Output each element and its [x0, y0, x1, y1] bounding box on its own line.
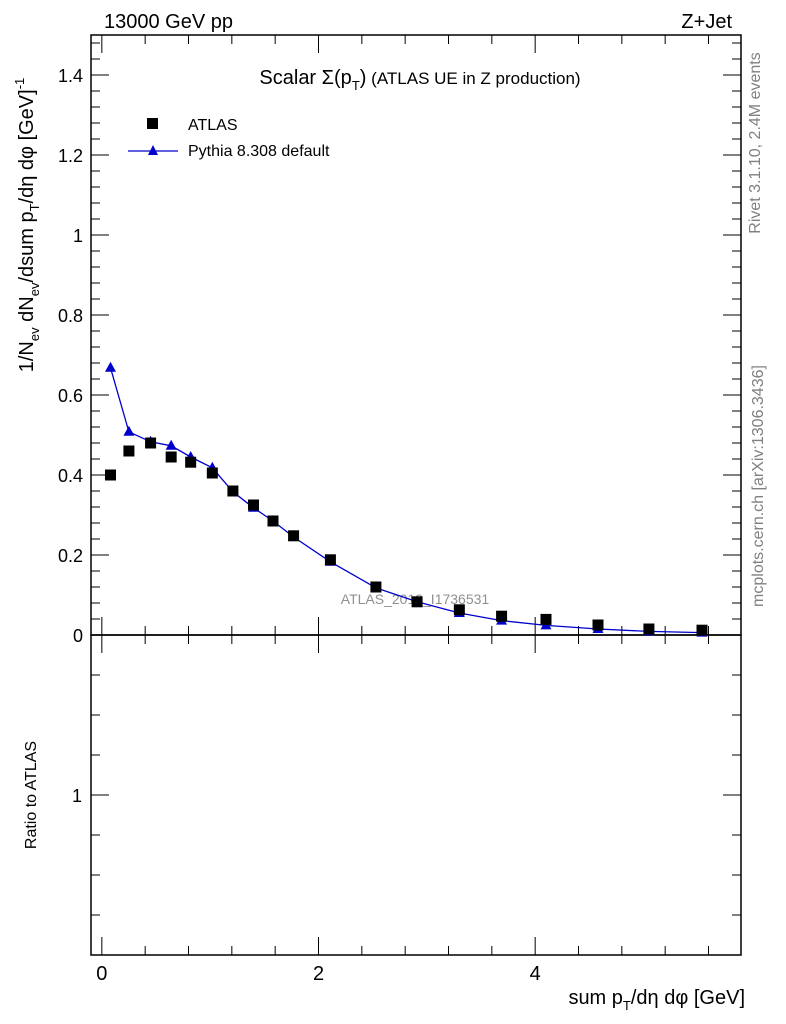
- main-y-tick-labels: 0 0.2 0.4 0.6 0.8 1 1.2 1.4: [58, 66, 83, 646]
- atlas-point: [370, 581, 382, 593]
- pythia-point: [105, 361, 116, 372]
- x-tick-label: 2: [313, 963, 324, 985]
- chart-title-suffix: (ATLAS UE in Z production): [366, 69, 580, 88]
- atlas-point: [185, 456, 197, 468]
- legend-atlas-marker: [147, 118, 158, 129]
- atlas-point: [145, 437, 157, 449]
- main-y-tick-label: 0.6: [58, 386, 83, 406]
- main-y-tick-label: 1.4: [58, 66, 83, 86]
- atlas-point: [496, 610, 508, 622]
- atlas-point: [267, 515, 279, 527]
- main-y-tick-label: 1.2: [58, 146, 83, 166]
- chart-title-sigma: Σ(p: [322, 67, 352, 89]
- legend-atlas-label: ATLAS: [188, 117, 238, 134]
- xlabel-part-1: sum p: [568, 987, 622, 1009]
- atlas-point: [592, 619, 604, 631]
- atlas-point: [105, 469, 116, 481]
- ratio-x-tick-labels: 0 2 4: [96, 963, 540, 985]
- ratio-plot-frame: [90, 634, 742, 956]
- ylabel-part-1: 1/N: [16, 341, 38, 372]
- main-y-tick-label: 0.4: [58, 466, 83, 486]
- ratio-y-tick-labels: 1: [72, 786, 82, 806]
- process-label: Z+Jet: [681, 11, 732, 33]
- ylabel-part-6: T: [27, 203, 42, 211]
- main-y-ticks: [91, 42, 741, 636]
- atlas-point: [453, 604, 465, 616]
- atlas-point: [324, 554, 336, 566]
- ylabel-part-4: ev: [27, 282, 42, 296]
- main-y-tick-label: 1: [73, 226, 83, 246]
- x-tick-label: 0: [96, 963, 107, 985]
- atlas-point: [643, 623, 655, 635]
- chart-title-sub: T: [352, 78, 360, 93]
- atlas-point: [288, 530, 300, 542]
- chart-title-close: ): [360, 67, 367, 89]
- atlas-point: [206, 467, 218, 479]
- main-y-tick-label: 0.8: [58, 306, 83, 326]
- x-tick-label: 4: [530, 963, 541, 985]
- chart-title-prefix: Scalar: [259, 67, 321, 89]
- atlas-point: [540, 613, 552, 625]
- chart-title: Scalar Σ(pT) (ATLAS UE in Z production): [259, 67, 580, 93]
- mcplots-label: mcplots.cern.ch [arXiv:1306.3436]: [750, 365, 767, 607]
- ratio-y-tick-label: 1: [72, 786, 82, 806]
- ylabel-part-5: /dsum p: [16, 211, 38, 282]
- atlas-point: [411, 596, 423, 608]
- ylabel-part-2: ev: [27, 327, 42, 341]
- x-axis-label: sum pT/dη dφ [GeV]: [568, 987, 745, 1013]
- atlas-point: [123, 445, 135, 457]
- atlas-point: [248, 499, 259, 511]
- energy-label: 13000 GeV pp: [104, 11, 233, 33]
- pythia-point: [123, 425, 135, 436]
- main-y-axis-label: 1/Nev dNev/dsum pT/dη dφ [GeV]-1: [12, 78, 42, 373]
- legend-pythia-marker: [148, 145, 158, 155]
- legend-pythia-label: Pythia 8.308 default: [188, 143, 330, 160]
- ylabel-part-3: dN: [16, 296, 38, 327]
- atlas-point: [696, 624, 708, 636]
- main-x-ticks: [101, 35, 709, 635]
- ylabel-part-8: -1: [12, 78, 27, 90]
- main-y-tick-label: 0: [73, 626, 83, 646]
- atlas-point: [227, 485, 239, 497]
- rivet-label: Rivet 3.1.10, 2.4M events: [747, 52, 764, 233]
- ratio-y-axis-label: Ratio to ATLAS: [23, 741, 40, 849]
- ratio-y-ticks: [91, 634, 741, 956]
- ratio-x-ticks: [101, 635, 709, 955]
- xlabel-part-2: T: [623, 998, 631, 1013]
- xlabel-part-3: /dη dφ [GeV]: [631, 987, 745, 1009]
- atlas-point: [165, 451, 177, 463]
- main-y-tick-label: 0.2: [58, 546, 83, 566]
- atlas-series-markers: [105, 437, 708, 636]
- ylabel-part-7: /dη dφ [GeV]: [16, 89, 38, 203]
- pythia-point: [165, 439, 177, 450]
